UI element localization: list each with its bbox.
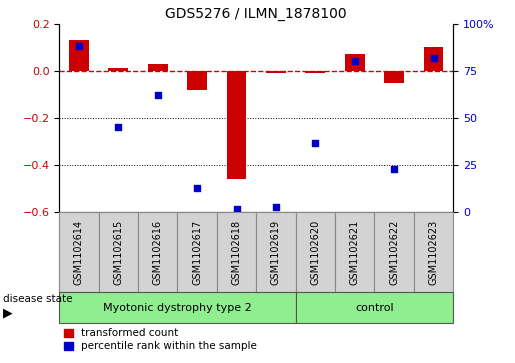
Bar	[138, 212, 177, 292]
Bar	[296, 292, 453, 323]
Text: GSM1102617: GSM1102617	[192, 220, 202, 285]
Bar	[345, 54, 365, 71]
Bar	[414, 212, 453, 292]
Bar	[296, 212, 335, 292]
Point	[193, 185, 201, 191]
Bar	[177, 212, 217, 292]
Bar	[256, 212, 296, 292]
Bar	[227, 71, 246, 179]
Text: GSM1102620: GSM1102620	[311, 220, 320, 285]
Text: GSM1102616: GSM1102616	[153, 220, 163, 285]
Point	[114, 125, 123, 130]
Bar	[148, 64, 167, 71]
Bar	[217, 212, 256, 292]
Bar	[424, 47, 443, 71]
Text: GSM1102615: GSM1102615	[113, 220, 123, 285]
Text: ▶: ▶	[3, 307, 12, 319]
Bar	[59, 292, 296, 323]
Point	[390, 166, 398, 172]
Bar	[69, 40, 89, 71]
Bar	[266, 71, 286, 73]
Point	[430, 55, 438, 61]
Text: GSM1102621: GSM1102621	[350, 220, 359, 285]
Title: GDS5276 / ILMN_1878100: GDS5276 / ILMN_1878100	[165, 7, 347, 21]
Text: GSM1102619: GSM1102619	[271, 220, 281, 285]
Text: GSM1102623: GSM1102623	[428, 220, 438, 285]
Text: GSM1102614: GSM1102614	[74, 220, 84, 285]
Text: disease state: disease state	[3, 294, 72, 303]
Point	[311, 140, 319, 146]
Text: GSM1102622: GSM1102622	[389, 220, 399, 285]
Bar	[374, 212, 414, 292]
Point	[153, 93, 162, 98]
Bar	[109, 68, 128, 71]
Bar	[187, 71, 207, 90]
Bar	[384, 71, 404, 82]
Point	[75, 43, 83, 49]
Bar	[59, 212, 99, 292]
Bar	[305, 71, 325, 73]
Legend: transformed count, percentile rank within the sample: transformed count, percentile rank withi…	[64, 328, 257, 351]
Text: Myotonic dystrophy type 2: Myotonic dystrophy type 2	[103, 303, 252, 313]
Text: GSM1102618: GSM1102618	[232, 220, 242, 285]
Bar	[99, 212, 138, 292]
Text: control: control	[355, 303, 393, 313]
Point	[272, 204, 280, 209]
Point	[232, 206, 241, 212]
Bar	[335, 212, 374, 292]
Point	[351, 58, 359, 64]
